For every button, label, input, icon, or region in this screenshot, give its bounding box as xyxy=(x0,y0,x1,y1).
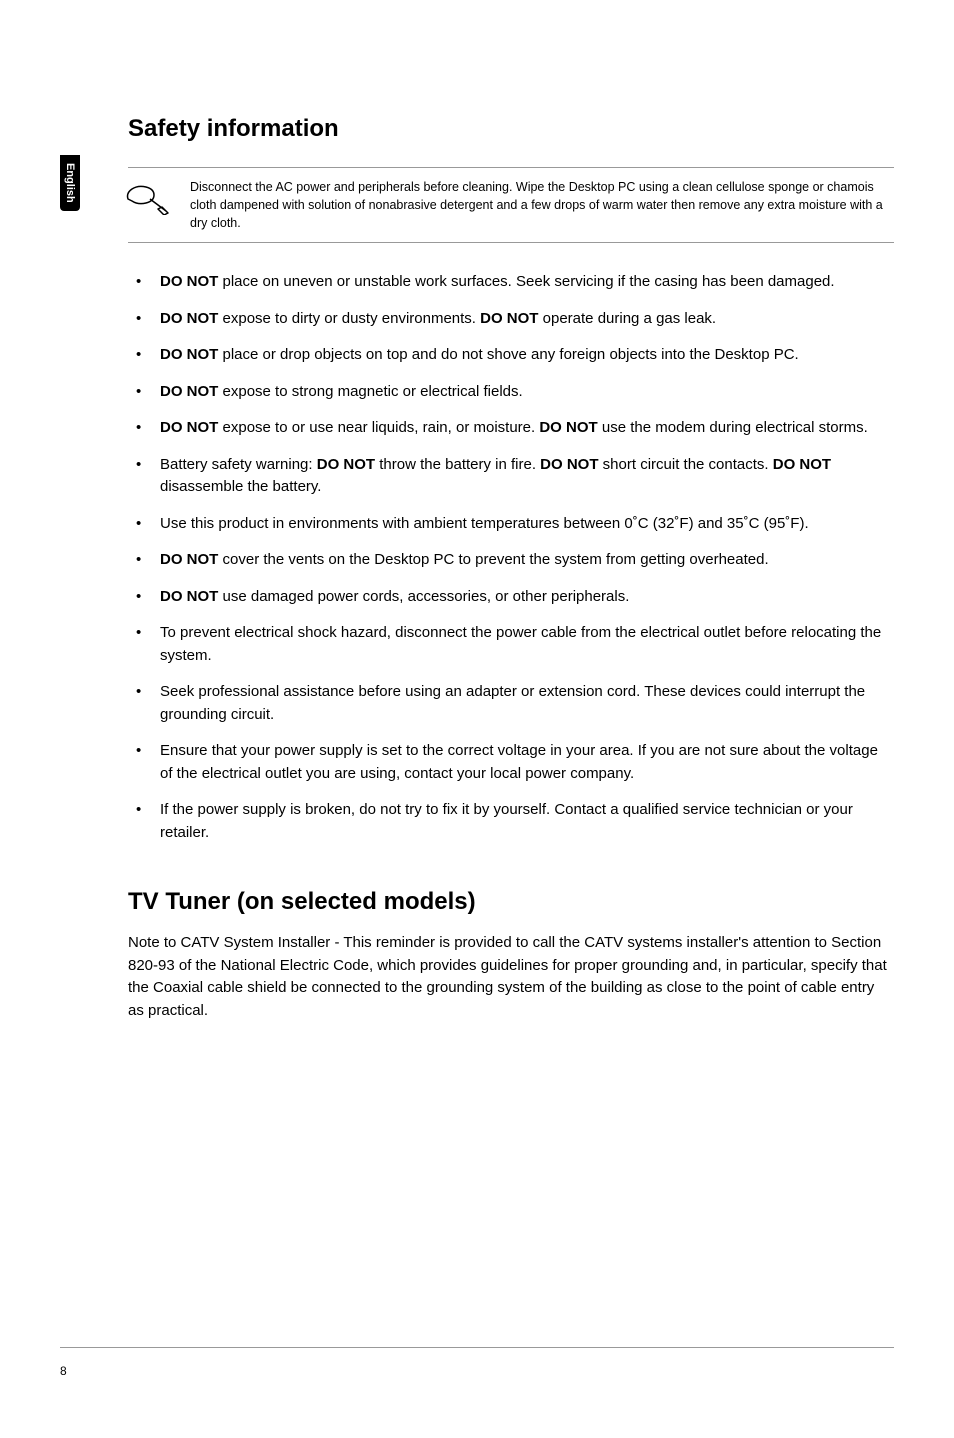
list-item: Use this product in environments with am… xyxy=(128,513,894,536)
list-item: DO NOT expose to strong magnetic or elec… xyxy=(128,381,894,404)
list-item: To prevent electrical shock hazard, disc… xyxy=(128,622,894,667)
list-item: DO NOT use damaged power cords, accessor… xyxy=(128,586,894,609)
note-box: Disconnect the AC power and peripherals … xyxy=(128,167,894,243)
list-item: DO NOT place or drop objects on top and … xyxy=(128,344,894,367)
tv-tuner-heading: TV Tuner (on selected models) xyxy=(128,888,894,916)
list-item: If the power supply is broken, do not tr… xyxy=(128,799,894,844)
list-item: Ensure that your power supply is set to … xyxy=(128,740,894,785)
list-item: DO NOT expose to or use near liquids, ra… xyxy=(128,417,894,440)
safety-heading: Safety information xyxy=(128,115,894,143)
note-icon xyxy=(124,178,172,218)
note-text: Disconnect the AC power and peripherals … xyxy=(190,178,894,232)
safety-bullet-list: DO NOT place on uneven or unstable work … xyxy=(128,271,894,844)
list-item: Seek professional assistance before usin… xyxy=(128,681,894,726)
list-item: Battery safety warning: DO NOT throw the… xyxy=(128,454,894,499)
list-item: DO NOT expose to dirty or dusty environm… xyxy=(128,308,894,331)
page-content: Safety information Disconnect the AC pow… xyxy=(0,0,954,1062)
page-number: 8 xyxy=(60,1364,67,1378)
tv-tuner-paragraph: Note to CATV System Installer - This rem… xyxy=(128,932,894,1022)
list-item: DO NOT cover the vents on the Desktop PC… xyxy=(128,549,894,572)
language-tab: English xyxy=(60,155,80,211)
list-item: DO NOT place on uneven or unstable work … xyxy=(128,271,894,294)
footer-divider xyxy=(60,1347,894,1348)
